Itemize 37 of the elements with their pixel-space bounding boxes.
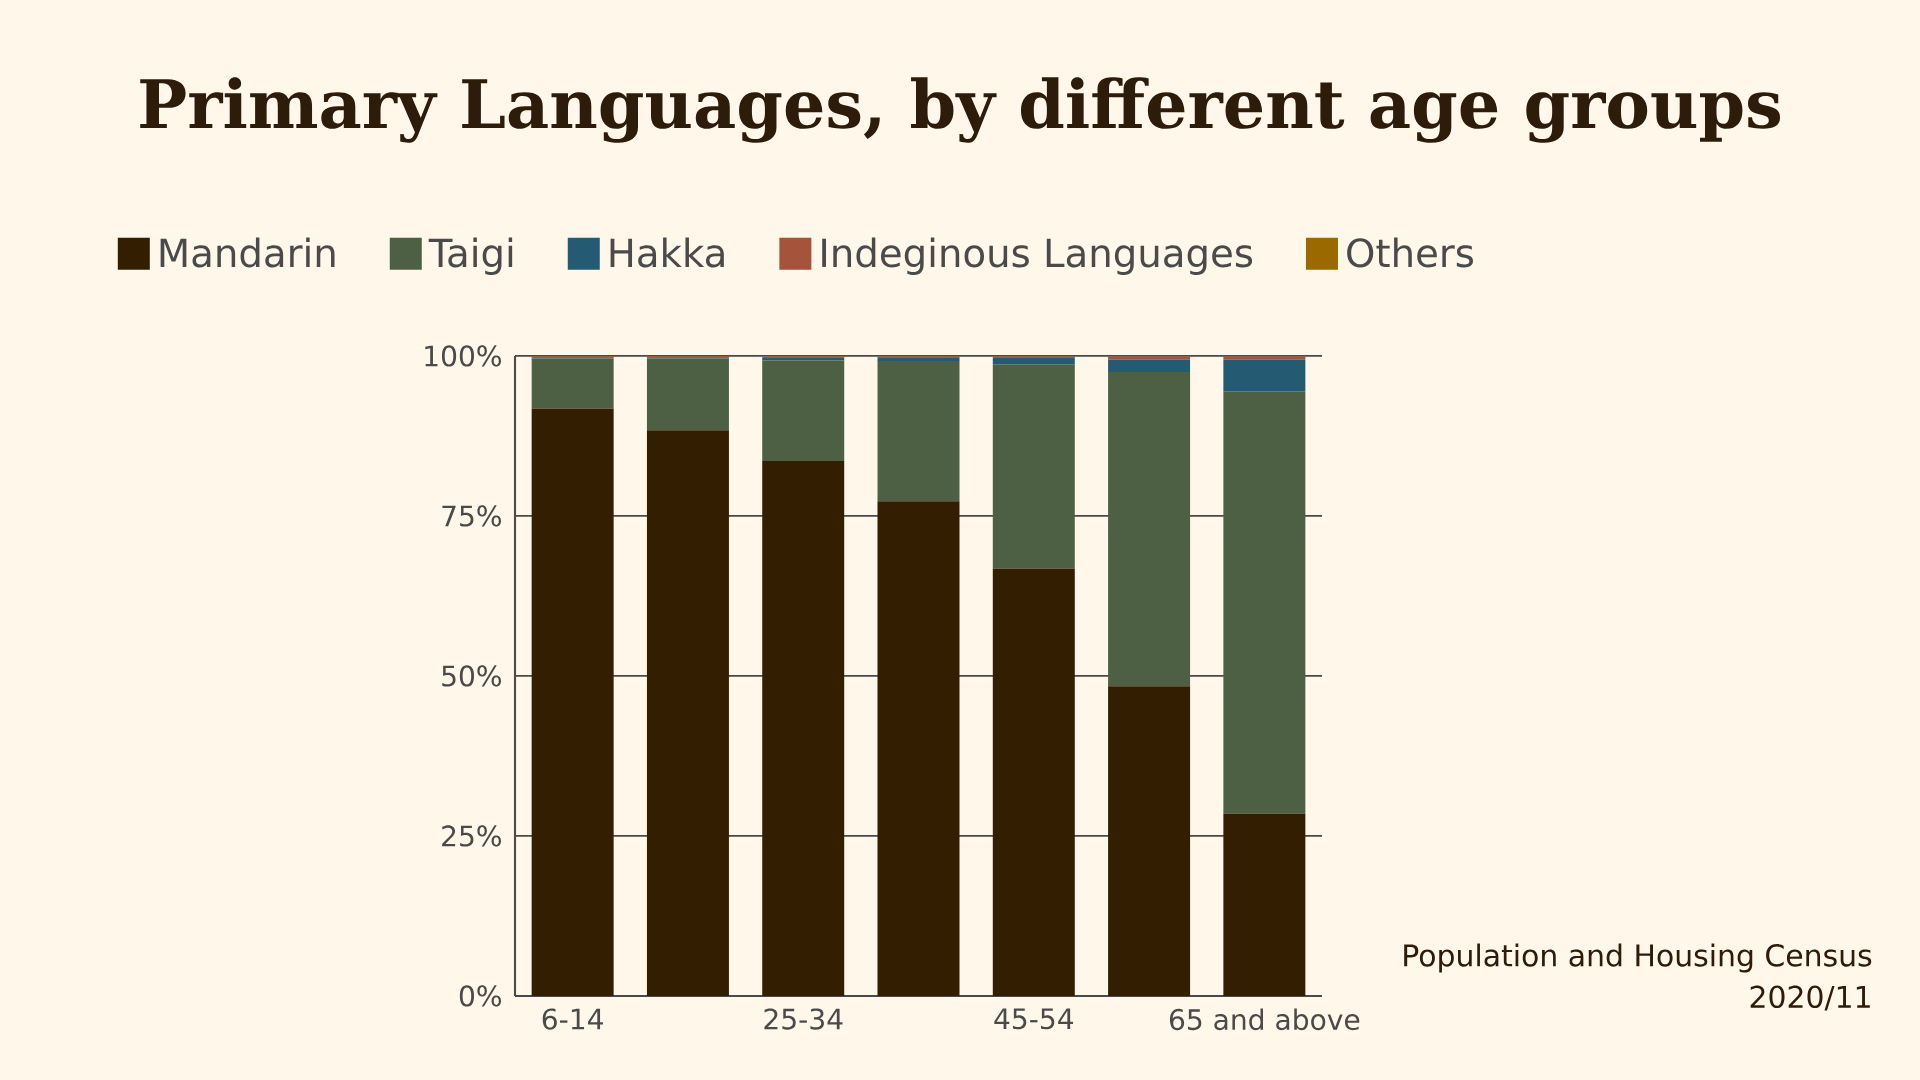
bar xyxy=(1108,356,1191,360)
y-tick-label: 100% xyxy=(425,345,501,367)
y-tick-label: 75% xyxy=(442,505,501,527)
bar xyxy=(646,358,729,431)
bar xyxy=(1108,371,1191,687)
bar xyxy=(1108,359,1191,372)
x-tick-label: 45-54 xyxy=(994,1008,1074,1030)
x-tick-label: 65 and above xyxy=(1169,1008,1360,1031)
text: 2020/11 xyxy=(1750,985,1870,1011)
bar xyxy=(1223,813,1306,996)
y-tick-label: 25% xyxy=(442,825,501,847)
bar xyxy=(762,360,845,461)
bar xyxy=(531,408,614,996)
bar xyxy=(992,568,1075,996)
y-tick-label: 0% xyxy=(459,985,501,1007)
bar xyxy=(877,361,960,502)
bar xyxy=(1223,356,1306,360)
legend-label: Mandarin xyxy=(160,237,335,268)
bar xyxy=(1223,391,1306,814)
bar xyxy=(992,357,1075,365)
text: Population and Housing Census xyxy=(1404,943,1872,973)
x-tick-label: 25-34 xyxy=(764,1008,843,1030)
bar xyxy=(762,460,845,996)
bar xyxy=(877,501,960,996)
chart-title: Primary Languages, by different age groups xyxy=(140,77,1780,143)
legend-label: Others xyxy=(1347,237,1473,268)
x-tick-label: 6-14 xyxy=(542,1008,603,1030)
bar xyxy=(1223,359,1306,392)
legend-label: Hakka xyxy=(610,237,724,268)
bar xyxy=(646,430,729,996)
legend-label: Indeginous Languages xyxy=(822,237,1253,275)
legend-label: Taigi xyxy=(428,237,513,275)
bar xyxy=(992,364,1075,569)
y-tick-label: 50% xyxy=(442,665,501,687)
bar xyxy=(531,358,614,409)
bar xyxy=(877,357,960,362)
bar xyxy=(1108,686,1191,996)
